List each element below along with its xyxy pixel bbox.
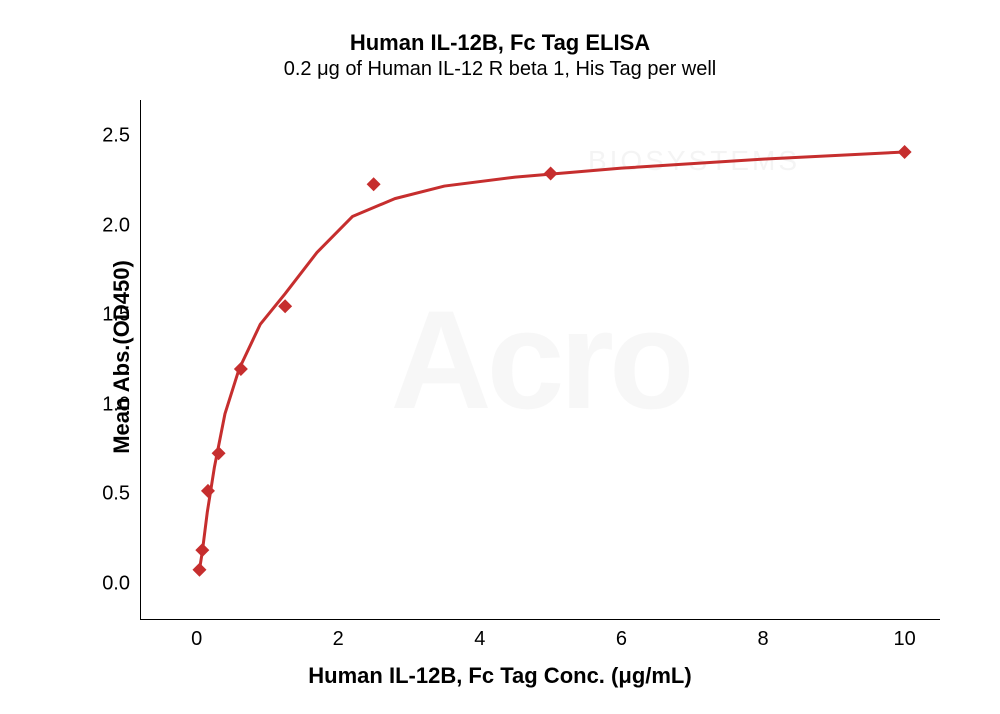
x-axis-label: Human IL-12B, Fc Tag Conc. (μg/mL) xyxy=(0,663,1000,689)
y-tick-label: 0.5 xyxy=(102,483,130,506)
chart-title-sub: 0.2 μg of Human IL-12 R beta 1, His Tag … xyxy=(0,58,1000,81)
x-tick-label: 6 xyxy=(616,628,627,651)
y-axis-label: Mean Abs.(OD450) xyxy=(109,260,135,454)
chart-container: Human IL-12B, Fc Tag ELISA 0.2 μg of Hum… xyxy=(0,0,1000,714)
x-tick-label: 2 xyxy=(333,628,344,651)
y-tick-label: 0.0 xyxy=(102,573,130,596)
x-tick-label: 10 xyxy=(893,628,915,651)
plot-svg xyxy=(140,100,940,620)
x-tick-label: 0 xyxy=(191,628,202,651)
y-tick-label: 2.0 xyxy=(102,214,130,237)
x-tick-label: 8 xyxy=(757,628,768,651)
chart-title-main: Human IL-12B, Fc Tag ELISA xyxy=(0,30,1000,56)
y-tick-label: 1.0 xyxy=(102,393,130,416)
x-tick-label: 4 xyxy=(474,628,485,651)
y-tick-label: 1.5 xyxy=(102,304,130,327)
y-tick-label: 2.5 xyxy=(102,124,130,147)
